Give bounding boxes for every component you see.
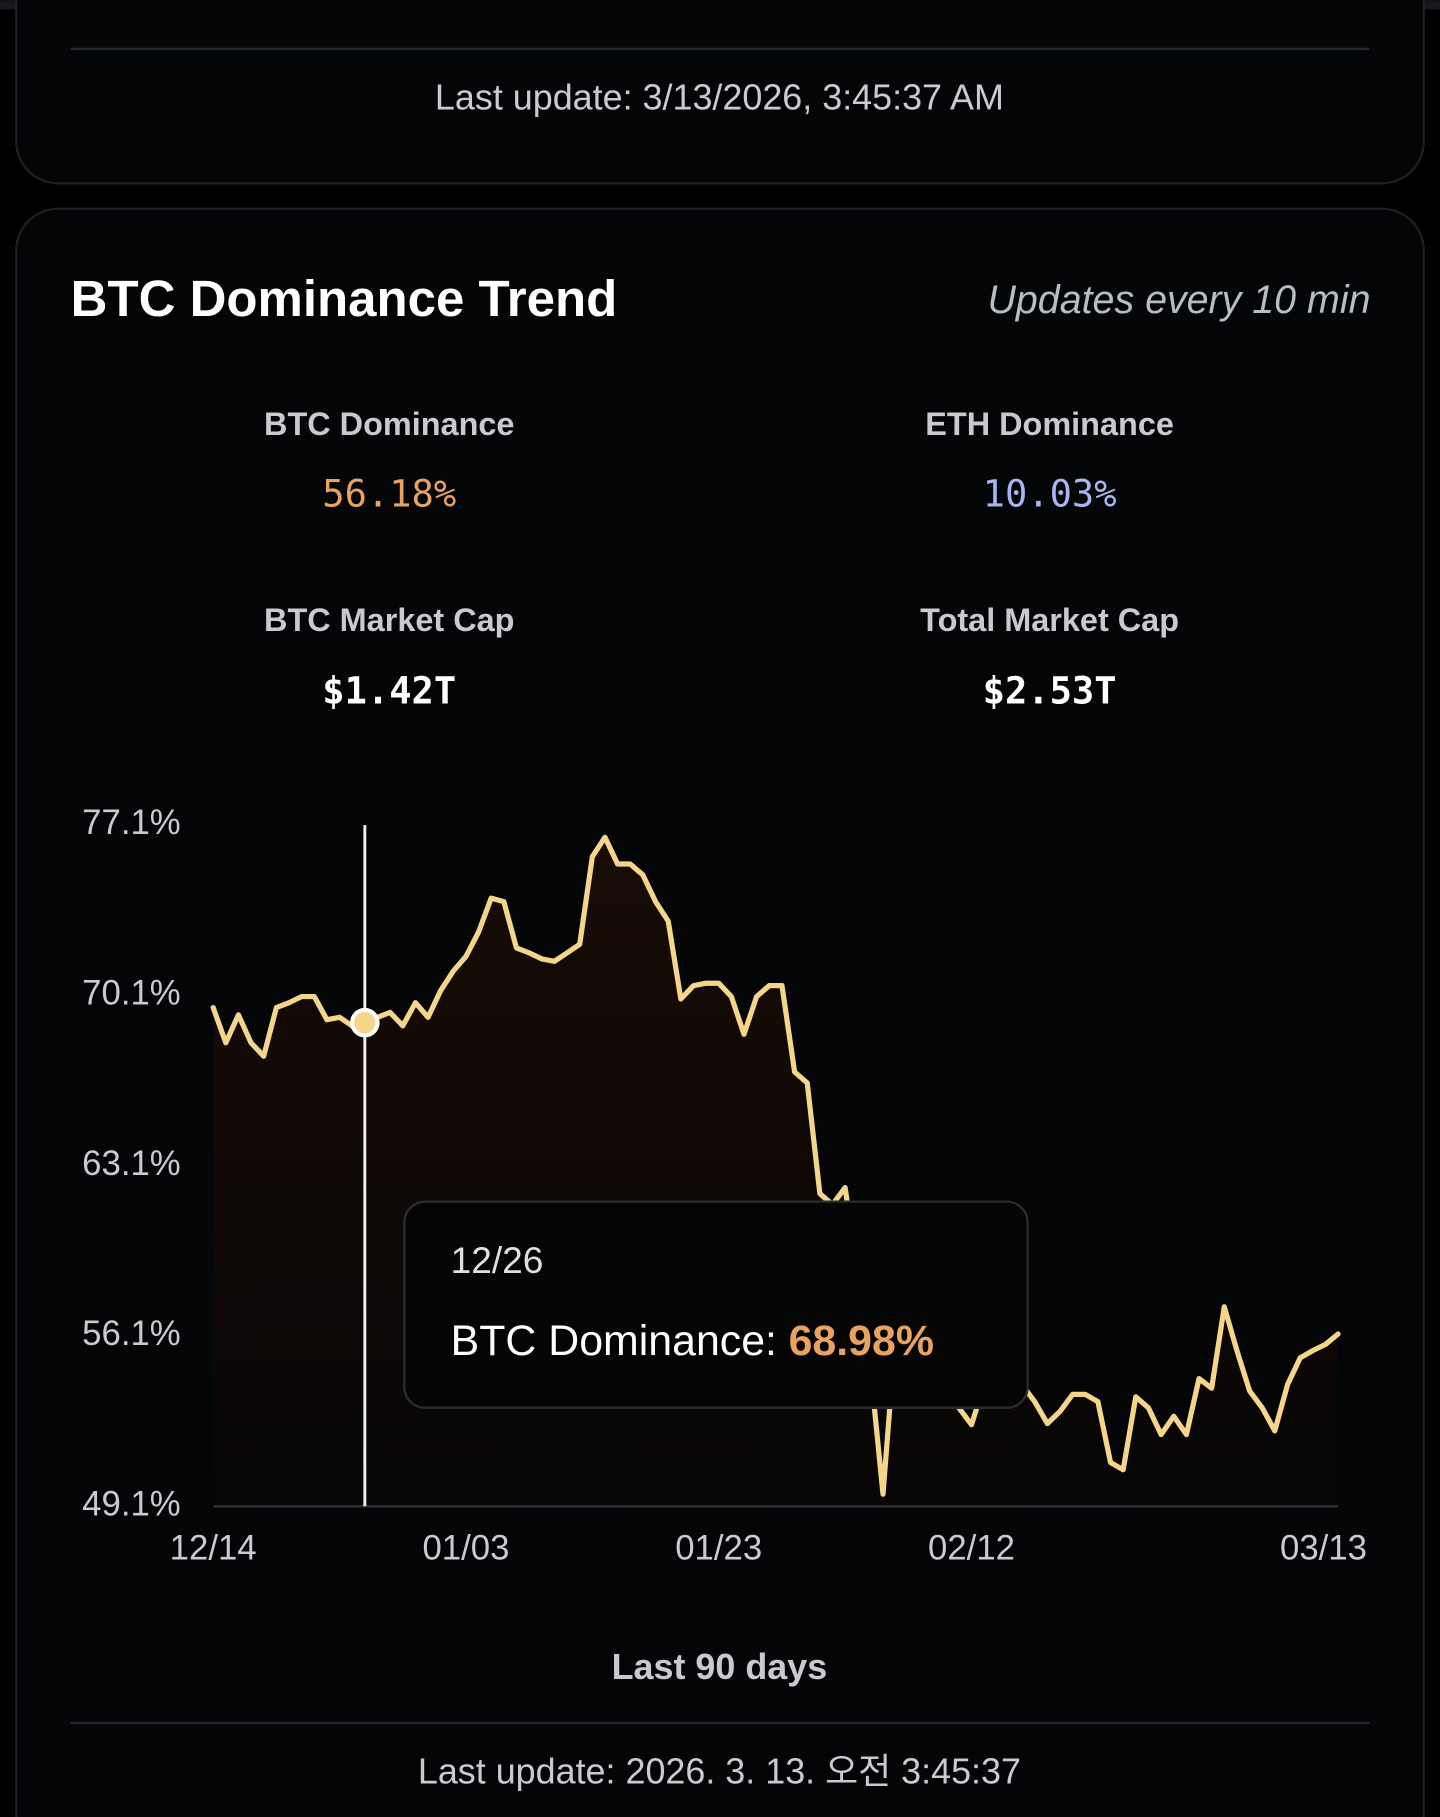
y-tick-label: 70.1% xyxy=(82,975,181,1013)
stat-value: $1.42T xyxy=(322,670,456,713)
stat-label: ETH Dominance xyxy=(925,406,1174,442)
last-update: Last update: 3/13/2026, 3:45:37 AM xyxy=(435,76,1004,117)
y-tick-label: 56.1% xyxy=(82,1315,181,1353)
stat-value: 10.03% xyxy=(983,473,1117,516)
card-subtitle: Updates every 10 min xyxy=(987,278,1370,322)
y-tick-label: 77.1% xyxy=(82,804,181,842)
data-line xyxy=(210,834,1341,1497)
stat-value: $2.53T xyxy=(983,670,1117,713)
tooltip-value: 68.98% xyxy=(789,1317,934,1365)
stat-label: BTC Dominance xyxy=(264,406,514,442)
y-tick-label: 49.1% xyxy=(82,1485,181,1523)
chart: 77.1% 70.1% 63.1% 56.1% 49.1% 12/14 01/03 01/23… xyxy=(82,804,1367,1567)
data-point xyxy=(350,1007,380,1038)
tooltip xyxy=(403,1200,1029,1409)
chart-caption: Last 90 days xyxy=(612,1646,828,1687)
tooltip-label: BTC Dominance: xyxy=(451,1317,777,1365)
x-tick-label: 03/13 xyxy=(1280,1529,1367,1567)
x-tick-label: 01/23 xyxy=(675,1529,762,1567)
y-tick-label: 63.1% xyxy=(82,1145,181,1183)
card-title: BTC Dominance Trend xyxy=(71,270,618,327)
tooltip-date: 12/26 xyxy=(451,1239,544,1281)
stat-value: 56.18% xyxy=(322,473,456,516)
x-tick-label: 02/12 xyxy=(928,1529,1015,1567)
x-tick-label: 12/14 xyxy=(170,1529,257,1567)
tooltip-text: BTC Dominance: 68.98% xyxy=(451,1317,934,1365)
x-tick-label: 01/03 xyxy=(422,1529,509,1567)
last-update: Last update: 2026. 3. 13. 오전 3:45:37 xyxy=(418,1750,1021,1791)
stat-label: Total Market Cap xyxy=(920,602,1179,638)
update-card xyxy=(15,0,1425,185)
stat-label: BTC Market Cap xyxy=(264,602,514,638)
